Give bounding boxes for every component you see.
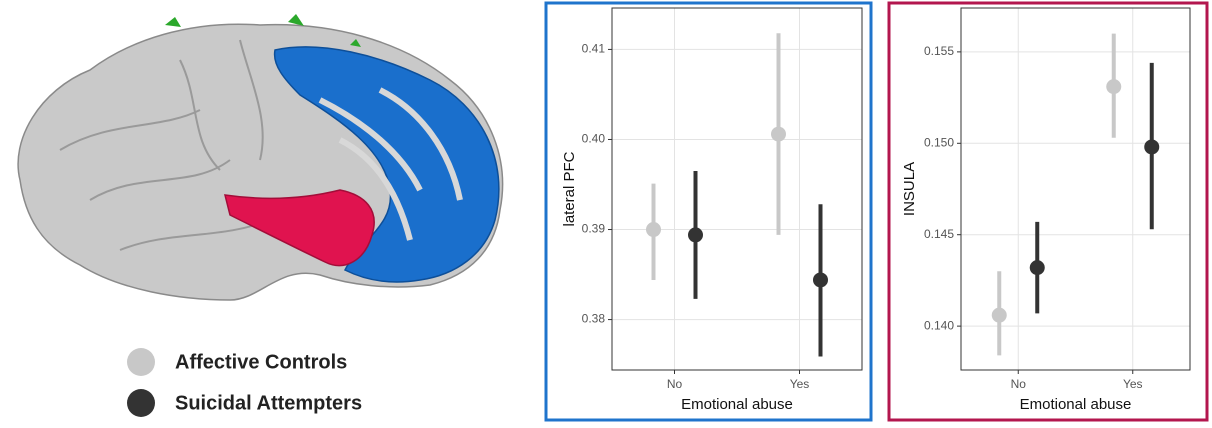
y-tick-label: 0.38 [582, 312, 606, 326]
point [646, 222, 661, 237]
y-tick-label: 0.40 [582, 132, 606, 146]
point [992, 308, 1007, 323]
point [1106, 79, 1121, 94]
legend-label: Suicidal Attempters [175, 392, 362, 414]
point [1030, 260, 1045, 275]
x-axis-label: Emotional abuse [1020, 396, 1132, 413]
point [1144, 139, 1159, 154]
x-tick-label: No [667, 377, 683, 391]
point [813, 272, 828, 287]
x-tick-label: Yes [790, 377, 810, 391]
point [771, 127, 786, 142]
x-tick-label: No [1011, 377, 1027, 391]
legend-swatch [127, 348, 155, 376]
y-tick-label: 0.155 [924, 44, 954, 58]
y-axis-label: lateral PFC [561, 151, 578, 226]
y-tick-label: 0.39 [582, 222, 606, 236]
y-axis-label: INSULA [901, 162, 918, 216]
figure: Affective Controls Suicidal Attempters 0… [0, 0, 1212, 423]
point [688, 227, 703, 242]
x-axis-label: Emotional abuse [681, 396, 793, 413]
y-tick-label: 0.145 [924, 227, 954, 241]
panel-frame [889, 3, 1207, 420]
x-tick-label: Yes [1123, 377, 1143, 391]
y-tick-label: 0.41 [582, 42, 606, 56]
plot-border [612, 8, 862, 370]
y-tick-label: 0.140 [924, 318, 954, 332]
legend-swatch [127, 389, 155, 417]
legend-label: Affective Controls [175, 351, 347, 373]
y-tick-label: 0.150 [924, 135, 954, 149]
brain-illustration [18, 14, 502, 300]
